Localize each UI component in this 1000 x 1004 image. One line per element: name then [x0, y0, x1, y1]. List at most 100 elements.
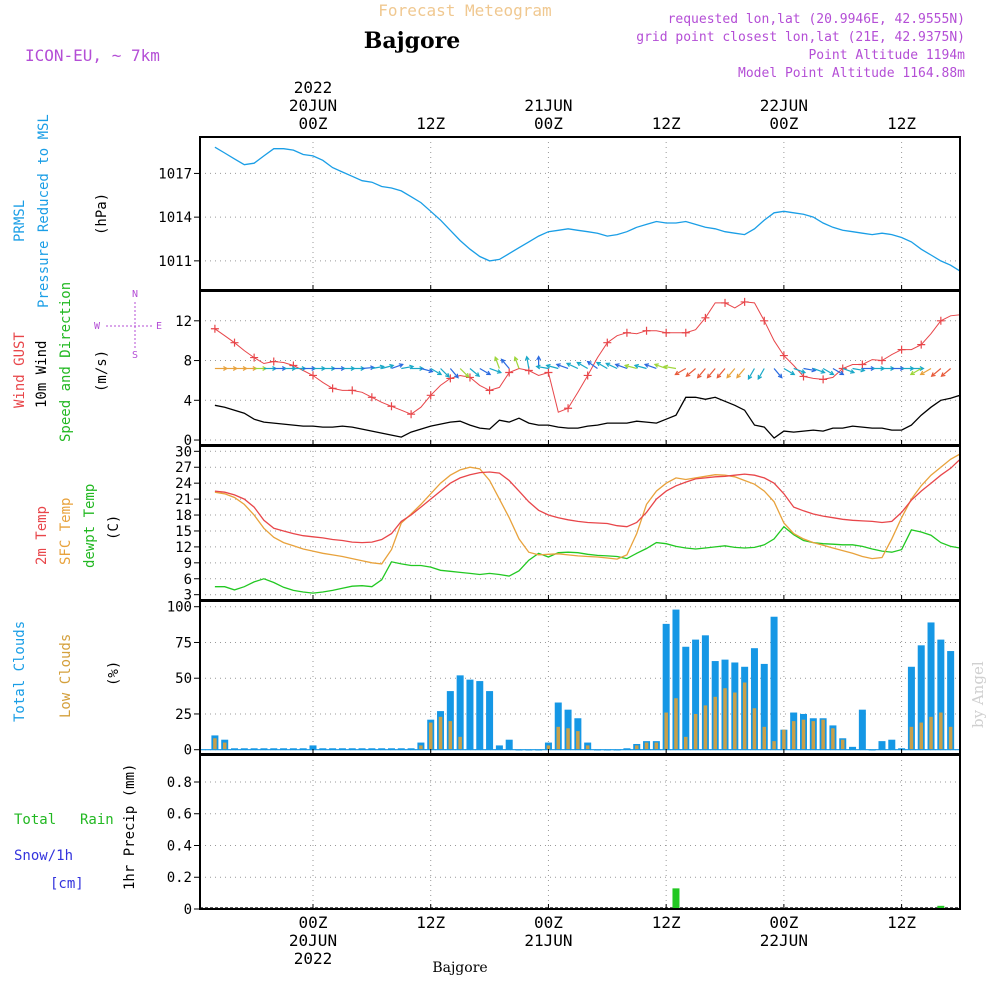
- gust-marker: [681, 328, 690, 337]
- total-cloud-bar: [486, 691, 494, 750]
- total-cloud-bar: [858, 709, 866, 750]
- total-cloud-bar: [338, 748, 346, 750]
- gust-marker: [328, 384, 337, 393]
- gust-marker: [505, 368, 514, 377]
- low-cloud-bar: [723, 688, 727, 750]
- total-cloud-bar: [231, 748, 239, 750]
- panel-frame: [199, 136, 961, 291]
- gust-marker: [348, 386, 357, 395]
- low-cloud-bar: [556, 726, 560, 750]
- wind-arrow-head: [614, 363, 620, 368]
- total-cloud-bar: [319, 748, 327, 750]
- low-cloud-bar: [703, 705, 708, 750]
- y-tick-label: 30: [175, 444, 192, 460]
- y-tick-label: 18: [175, 508, 192, 524]
- y-tick-label: 12: [175, 540, 192, 556]
- wind-direction-arrow: [430, 367, 442, 376]
- low-cloud-bar: [546, 745, 551, 750]
- temp2m-line: [214, 451, 961, 544]
- top-time-label: 20JUN: [289, 96, 337, 115]
- gust-line: [214, 301, 961, 415]
- low-cloud-bar: [576, 731, 580, 750]
- wind-direction-arrow: [401, 365, 414, 370]
- wind-direction-arrow: [813, 367, 825, 374]
- low-cloud-bar: [909, 726, 914, 750]
- total-cloud-bar: [917, 645, 925, 750]
- wind-direction-arrow: [556, 363, 569, 370]
- dewpt-line: [214, 525, 961, 594]
- wind-direction-arrow: [489, 367, 502, 374]
- total-cloud-bar: [898, 748, 906, 750]
- wind-arrow-head: [757, 374, 762, 380]
- compass-n: N: [132, 289, 138, 300]
- total-cloud-bar: [692, 639, 700, 750]
- wind-arrow-head: [409, 364, 415, 370]
- low-cloud-bar: [448, 721, 453, 750]
- wind-arrow-head: [454, 373, 459, 379]
- total-cloud-bar: [907, 666, 915, 750]
- y-tick-label: 1014: [158, 210, 192, 226]
- requested-coords: requested lon,lat (20.9946E, 42.9555N): [668, 12, 965, 27]
- gust-marker: [819, 375, 828, 384]
- dewpt-label: dewpt Temp: [82, 484, 98, 568]
- low-cloud-bar: [919, 722, 923, 750]
- wind-direction-arrow: [842, 367, 855, 374]
- total-cloud-bar: [878, 741, 886, 750]
- total-cloud-bar: [888, 739, 896, 750]
- y-tick-label: 9: [184, 556, 192, 572]
- y-tick-label: 0.6: [167, 807, 192, 823]
- low-cloud-bar: [801, 719, 806, 750]
- low-cloud-bar: [772, 741, 776, 750]
- bottom-time-label: 12Z: [416, 913, 445, 932]
- low-cloud-bar: [693, 713, 698, 750]
- gust-marker: [858, 360, 867, 369]
- gust-marker: [662, 328, 671, 337]
- gust-label: Wind GUST: [12, 332, 28, 408]
- precip-labels: Total Rain Snow/1h [cm] 1hr Precip (mm): [14, 764, 138, 892]
- y-tick-label: 1011: [158, 254, 192, 270]
- top-time-label: 12Z: [652, 114, 681, 133]
- wind-direction-arrow: [707, 368, 716, 379]
- total-cloud-bar: [260, 748, 268, 750]
- wind-arrow-head: [696, 373, 702, 379]
- wind-direction-arrow: [391, 363, 403, 370]
- y-tick-label: 4: [184, 393, 192, 409]
- total-cloud-bar: [309, 745, 317, 750]
- total-cloud-bar: [623, 748, 631, 750]
- wind-arrow-head: [605, 362, 611, 368]
- wind-arrow-head: [437, 370, 443, 376]
- wind-arrow-head: [496, 369, 503, 374]
- bottom-time-label: 00Z: [534, 913, 563, 932]
- wind-arrow-head: [623, 363, 630, 369]
- total-cloud-bar: [760, 663, 768, 750]
- wind-labels: Wind GUST 10m Wind Speed and Direction (…: [12, 282, 110, 442]
- total-label: Total: [14, 812, 56, 828]
- total-cloud-bar: [495, 745, 503, 750]
- top-time-label: 00Z: [299, 114, 328, 133]
- total-cloud-bar: [299, 748, 307, 750]
- low-cloud-bar: [428, 722, 433, 750]
- wind-arrow-head: [643, 363, 650, 368]
- y-tick-label: 0: [184, 743, 192, 759]
- low-cloud-bar: [831, 728, 835, 750]
- top-time-label: 21JUN: [524, 96, 572, 115]
- wind-arrow-head: [685, 372, 691, 378]
- wind-direction-arrow: [371, 365, 384, 370]
- wind-arrow-head: [500, 358, 506, 364]
- total-cloud-bar: [662, 623, 670, 750]
- total-cloud-bar: [240, 748, 248, 750]
- wind-direction-arrow: [449, 368, 459, 379]
- low-cloud-bar: [458, 736, 462, 750]
- gust-marker: [701, 313, 710, 322]
- wind-direction-arrow: [634, 364, 647, 370]
- low-cloud-bar: [713, 696, 717, 750]
- low-cloud-bar: [762, 726, 767, 750]
- gust-marker: [250, 353, 259, 362]
- pressure-labels: PRMSL Pressure Reduced to MSL (hPa): [12, 114, 110, 308]
- wind-direction-arrow: [736, 368, 746, 379]
- wind-arrow-head: [370, 365, 376, 371]
- wind-arrow-head: [790, 370, 796, 376]
- low-cloud-bar: [742, 682, 747, 750]
- prmsl-label: PRMSL: [12, 200, 28, 242]
